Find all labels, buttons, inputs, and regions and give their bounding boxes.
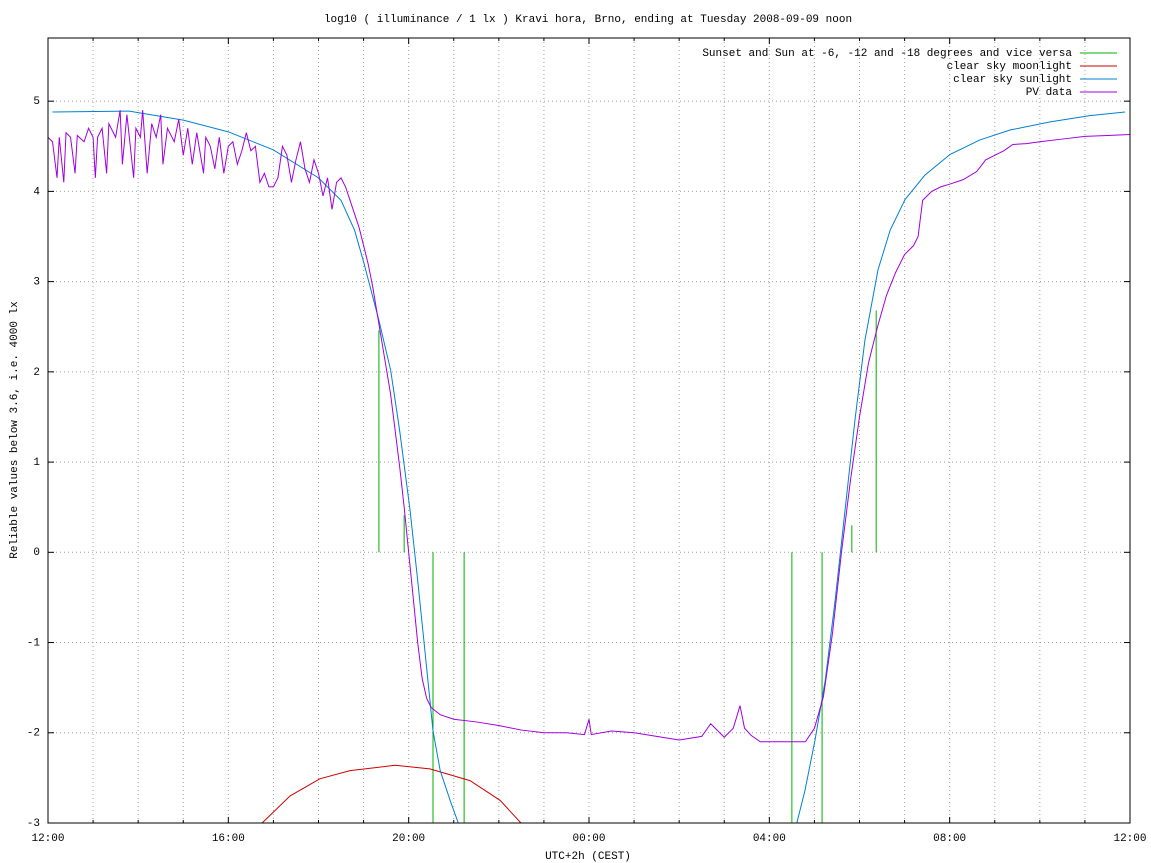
legend-label: PV data <box>1026 87 1073 99</box>
x-tick-label: 04:00 <box>753 833 786 845</box>
legend-label: clear sky moonlight <box>947 61 1072 73</box>
y-tick-label: 4 <box>33 186 40 198</box>
x-tick-label: 16:00 <box>212 833 245 845</box>
y-tick-label: 1 <box>33 457 40 469</box>
chart-title: log10 ( illuminance / 1 lx ) Kravi hora,… <box>324 14 852 26</box>
y-tick-label: 0 <box>33 547 40 559</box>
y-tick-label: -3 <box>27 818 40 830</box>
legend-label: clear sky sunlight <box>953 74 1072 86</box>
y-tick-label: -2 <box>27 728 40 740</box>
y-tick-label: 2 <box>33 367 40 379</box>
legend: Sunset and Sun at -6, -12 and -18 degree… <box>702 48 1117 99</box>
x-axis-label: UTC+2h (CEST) <box>545 851 631 863</box>
data-line <box>48 110 1130 743</box>
data-line <box>52 110 1126 823</box>
x-tick-label: 12:00 <box>1113 833 1146 845</box>
x-tick-label: 12:00 <box>31 833 64 845</box>
plot-area <box>48 110 1130 823</box>
y-tick-label: -1 <box>27 637 41 649</box>
y-tick-label: 5 <box>33 96 40 108</box>
x-tick-label: 08:00 <box>933 833 966 845</box>
y-axis-label: Reliable values below 3.6, i.e. 4000 lx <box>9 301 21 559</box>
plot-border <box>47 37 1131 824</box>
legend-label: Sunset and Sun at -6, -12 and -18 degree… <box>702 48 1072 60</box>
y-tick-label: 3 <box>33 277 40 289</box>
x-tick-label: 00:00 <box>572 833 605 845</box>
data-line <box>261 764 522 823</box>
x-tick-label: 20:00 <box>392 833 425 845</box>
